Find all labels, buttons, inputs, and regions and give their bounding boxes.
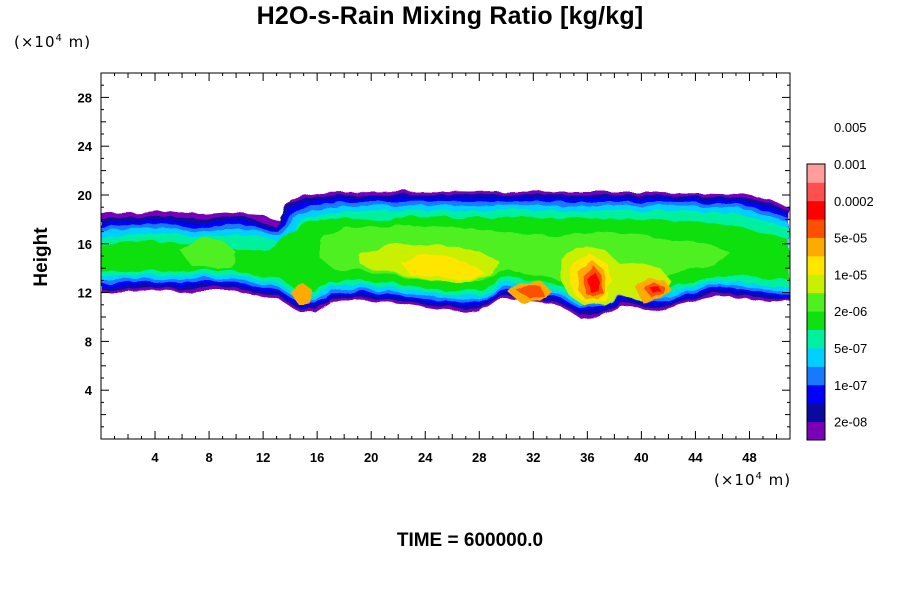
colorbar-swatch (807, 237, 825, 257)
y-tick-label: 12 (78, 286, 92, 301)
colorbar-swatch (807, 274, 825, 294)
colorbar-swatch (807, 403, 825, 422)
y-tick-label: 16 (78, 237, 92, 252)
contour-band-light-green-west (180, 238, 236, 268)
colorbar-swatch (807, 164, 825, 183)
colorbar-swatch (807, 256, 825, 275)
colorbar: 2e-08 1e-07 5e-07 2e-06 1e-05 5e-05 0.0002 0.00… (806, 120, 874, 441)
colorbar-level-label: 0.0002 (834, 194, 874, 209)
colorbar-swatch (807, 366, 825, 386)
x-axis: 4 8 12 16 20 24 28 32 36 40 44 48 (114, 73, 777, 465)
y-tick-label: 28 (78, 90, 92, 105)
contour-band-red (588, 272, 600, 294)
colorbar-level-label: 5e-05 (834, 231, 867, 246)
colorbar-swatch (807, 200, 825, 220)
colorbar-frame (806, 163, 826, 441)
y-axis-unit: (×104 m) (14, 33, 92, 51)
contour-band-yellow (400, 254, 486, 280)
y-tick-label: 24 (78, 139, 93, 154)
chart-title: H2O-s-Rain Mixing Ratio [kg/kg] (256, 2, 644, 30)
colorbar-level-label: 0.001 (834, 157, 867, 172)
x-tick-label: 20 (364, 450, 378, 465)
colorbar-level-label: 2e-08 (834, 415, 867, 430)
colorbar-level-label: 1e-07 (834, 378, 867, 393)
time-label: TIME = 600000.0 (396, 530, 544, 551)
x-tick-label: 48 (742, 450, 756, 465)
x-tick-label: 8 (205, 450, 212, 465)
colorbar-level-label: 1e-05 (834, 267, 867, 282)
x-tick-label: 24 (418, 450, 433, 465)
colorbar-level-label: 2e-06 (834, 304, 867, 319)
contour-band-red-east (650, 285, 661, 294)
colorbar-swatch (807, 292, 825, 312)
x-tick-label: 32 (526, 450, 540, 465)
colorbar-swatch (807, 348, 825, 367)
y-tick-label: 4 (85, 383, 93, 398)
contour-band-orange-west (290, 282, 312, 304)
x-tick-label: 40 (634, 450, 648, 465)
x-tick-label: 44 (688, 450, 703, 465)
mixing-ratio-field (101, 191, 790, 318)
y-axis: 4 8 12 16 20 24 28 (78, 84, 790, 428)
x-tick-label: 12 (256, 450, 270, 465)
colorbar-swatch (807, 311, 825, 330)
y-axis-title: Height (31, 227, 52, 287)
colorbar-swatch (807, 219, 825, 238)
y-tick-label: 20 (78, 188, 92, 203)
colorbar-swatch (807, 182, 825, 202)
colorbar-swatch (807, 329, 825, 349)
colorbar-swatch (807, 384, 825, 404)
x-tick-label: 16 (310, 450, 324, 465)
x-tick-label: 4 (151, 450, 159, 465)
colorbar-level-label: 0.005 (834, 120, 867, 135)
colorbar-swatch (807, 421, 825, 441)
x-axis-unit: (×104 m) (714, 471, 792, 489)
x-tick-label: 28 (472, 450, 486, 465)
contour-band-red-orange-mid (516, 284, 544, 298)
y-tick-label: 8 (85, 334, 92, 349)
colorbar-level-label: 5e-07 (834, 341, 867, 356)
x-tick-label: 36 (580, 450, 594, 465)
